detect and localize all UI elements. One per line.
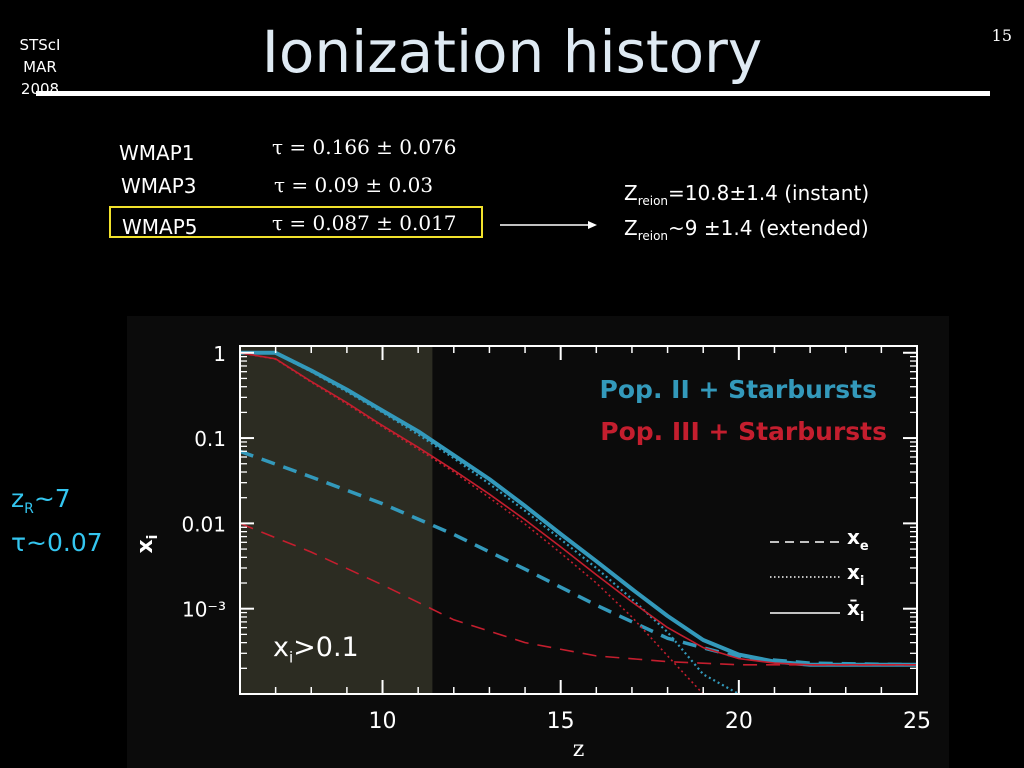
wmap5-highlight-box [109,206,483,238]
ionized-region-shading [240,346,433,694]
legend-label-dotted: xi [847,560,864,589]
ionization-chart: 10 15 20 25 1 0.1 0.01 10⁻³ z xi Pop. II + Star… [133,342,931,762]
y-axis-label: xi [133,534,161,553]
tau-note: τ~0.07 [11,528,103,557]
wmap5-tau-equation: τ = 0.087 ± 0.017 [272,211,457,235]
series-pop2-dashed [239,449,918,667]
wmap3-label: WMAP3 [121,174,197,198]
plot-frame [239,345,918,695]
x-tick-label: 10 [369,709,397,734]
series-pop2-dotted [239,351,740,695]
page-number: 15 [991,26,1012,45]
y-tick-label: 1 [213,342,226,366]
wmap5-label: WMAP5 [122,215,198,239]
series-pop3-solid [239,352,917,666]
y-tick-label: 0.01 [181,512,226,536]
z-reion-note: zR~7 [11,484,71,517]
shaded-region-label: xi>0.1 [273,632,359,667]
side-notes: zR~7 τ~0.07 [11,482,103,560]
legend-pop2: Pop. II + Starbursts [600,375,877,404]
x-axis-label: z [573,737,585,762]
wmap1-tau-equation: τ = 0.166 ± 0.076 [272,135,457,159]
institute-label: STScI [19,36,61,54]
legend-label-solid: x̄i [847,596,864,625]
wmap3-tau-equation: τ = 0.09 ± 0.03 [274,173,434,197]
conference-label: STScI MAR 2008 [8,34,72,100]
series-pop3-dotted [239,352,704,695]
wmap1-label: WMAP1 [119,141,195,165]
slide-title: Ionization history [261,18,763,86]
linestyle-legend: xe xi x̄i [770,525,869,625]
x-tick-label: 20 [725,709,753,734]
arrow-right-icon [500,221,597,229]
legend-pop3: Pop. III + Starbursts [600,417,887,446]
y-tick-label: 10⁻³ [182,598,226,622]
legend-label-dashed: xe [847,525,869,554]
x-tick-label: 15 [547,709,575,734]
zreion-extended: Zreion~9 ±1.4 (extended) [624,216,869,243]
x-tick-label: 25 [903,709,931,734]
series-pop3-dashed [239,522,917,666]
zreion-instant: Zreion=10.8±1.4 (instant) [624,181,870,208]
y-tick-label: 0.1 [194,427,226,451]
title-divider [36,91,990,96]
